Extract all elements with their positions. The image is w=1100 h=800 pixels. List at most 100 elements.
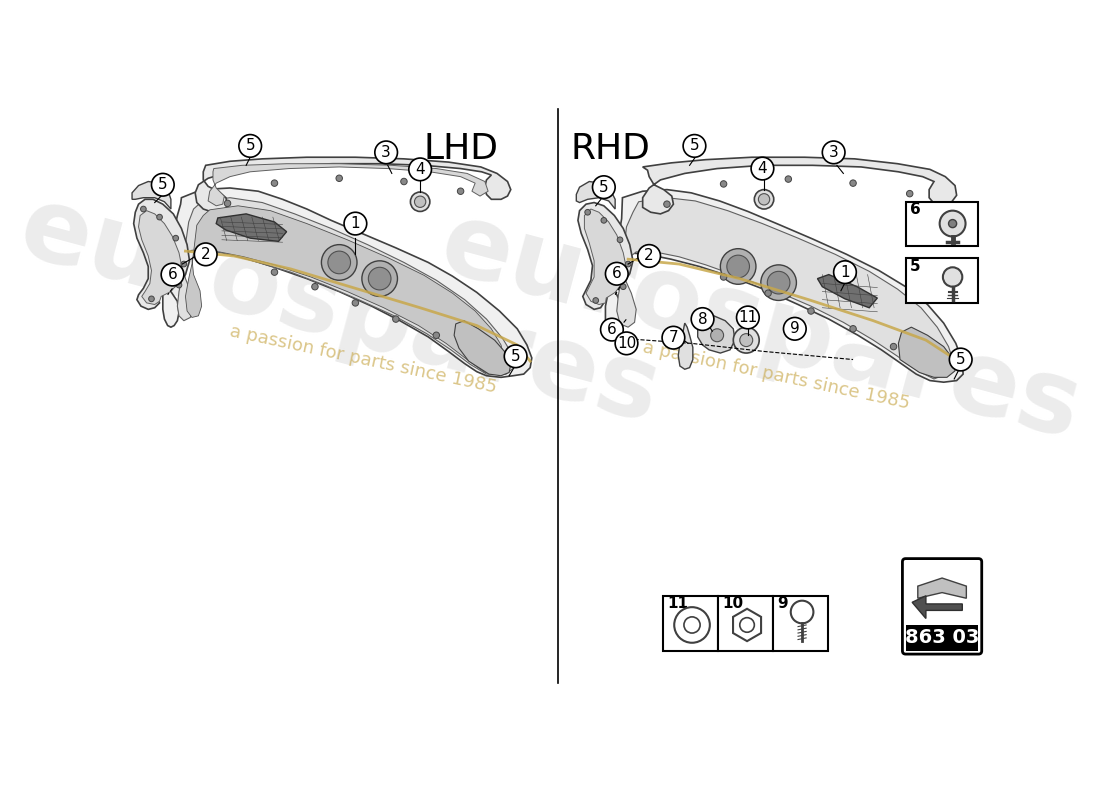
Circle shape: [807, 308, 814, 314]
Circle shape: [751, 158, 773, 180]
Polygon shape: [578, 202, 632, 310]
Text: 6: 6: [607, 322, 617, 337]
Circle shape: [834, 261, 856, 283]
Circle shape: [393, 316, 399, 322]
Circle shape: [720, 274, 727, 280]
Circle shape: [727, 255, 749, 278]
Polygon shape: [454, 321, 510, 376]
Polygon shape: [177, 198, 514, 374]
Text: RHD: RHD: [571, 132, 650, 166]
Circle shape: [239, 134, 262, 158]
Circle shape: [156, 214, 163, 220]
Circle shape: [949, 348, 972, 371]
Circle shape: [785, 176, 792, 182]
Polygon shape: [605, 190, 964, 382]
Text: eurospares: eurospares: [429, 194, 1091, 461]
Text: a passion for parts since 1985: a passion for parts since 1985: [641, 338, 912, 413]
Circle shape: [638, 245, 660, 267]
Circle shape: [890, 343, 896, 350]
Circle shape: [368, 267, 390, 290]
Circle shape: [764, 290, 771, 297]
Text: 7: 7: [669, 330, 679, 345]
Circle shape: [734, 327, 759, 353]
Circle shape: [601, 318, 624, 341]
Circle shape: [850, 326, 856, 332]
Text: 10: 10: [722, 597, 744, 611]
Circle shape: [173, 235, 178, 241]
Circle shape: [758, 194, 770, 205]
Circle shape: [737, 306, 759, 329]
Polygon shape: [617, 198, 954, 379]
Circle shape: [352, 300, 359, 306]
Circle shape: [375, 141, 397, 164]
Text: 2: 2: [201, 247, 210, 262]
Circle shape: [711, 329, 724, 342]
Circle shape: [948, 219, 957, 228]
FancyBboxPatch shape: [905, 202, 979, 246]
Text: 3: 3: [382, 145, 390, 160]
FancyBboxPatch shape: [902, 558, 981, 654]
Text: 5: 5: [158, 178, 167, 192]
Polygon shape: [679, 323, 693, 370]
Circle shape: [415, 196, 426, 207]
Circle shape: [683, 134, 706, 158]
Circle shape: [605, 262, 628, 285]
Text: 5: 5: [910, 259, 921, 274]
Text: eurospares: eurospares: [8, 177, 670, 445]
Text: 4: 4: [416, 162, 425, 177]
Text: 11: 11: [738, 310, 758, 325]
Circle shape: [939, 210, 966, 237]
Text: 6: 6: [612, 266, 621, 282]
Polygon shape: [132, 182, 170, 209]
Text: 11: 11: [667, 597, 688, 611]
Circle shape: [617, 237, 623, 242]
Polygon shape: [697, 316, 735, 353]
Circle shape: [409, 158, 431, 181]
Polygon shape: [584, 209, 627, 305]
Circle shape: [761, 265, 796, 301]
Circle shape: [148, 296, 154, 302]
Circle shape: [823, 141, 845, 164]
Circle shape: [272, 180, 277, 186]
Text: 10: 10: [617, 336, 636, 351]
Circle shape: [783, 318, 806, 340]
Circle shape: [410, 192, 430, 211]
Circle shape: [620, 284, 626, 290]
Polygon shape: [642, 158, 957, 214]
Polygon shape: [217, 214, 287, 242]
Circle shape: [720, 249, 756, 284]
Polygon shape: [817, 274, 878, 308]
Polygon shape: [186, 206, 504, 373]
Polygon shape: [160, 188, 531, 378]
Circle shape: [755, 190, 773, 209]
Circle shape: [906, 190, 913, 197]
Circle shape: [663, 201, 670, 207]
Circle shape: [943, 267, 962, 286]
Polygon shape: [917, 578, 967, 598]
Circle shape: [720, 181, 727, 187]
Circle shape: [625, 262, 631, 267]
Circle shape: [195, 243, 217, 266]
Circle shape: [182, 262, 187, 267]
Polygon shape: [195, 158, 510, 212]
Circle shape: [504, 345, 527, 368]
FancyBboxPatch shape: [663, 596, 718, 651]
Circle shape: [328, 251, 351, 274]
Circle shape: [768, 271, 790, 294]
Text: 863 03: 863 03: [905, 629, 979, 647]
Circle shape: [362, 261, 397, 297]
Circle shape: [162, 263, 184, 286]
Text: 5: 5: [956, 352, 966, 367]
Text: 1: 1: [840, 265, 850, 280]
Circle shape: [458, 188, 464, 194]
Text: 9: 9: [777, 597, 788, 611]
Text: a passion for parts since 1985: a passion for parts since 1985: [229, 322, 498, 397]
Circle shape: [691, 308, 714, 330]
Polygon shape: [139, 210, 183, 305]
Circle shape: [321, 245, 358, 280]
Polygon shape: [208, 164, 488, 206]
Circle shape: [311, 283, 318, 290]
Circle shape: [336, 175, 342, 182]
Circle shape: [176, 282, 182, 288]
Text: 9: 9: [790, 322, 800, 336]
